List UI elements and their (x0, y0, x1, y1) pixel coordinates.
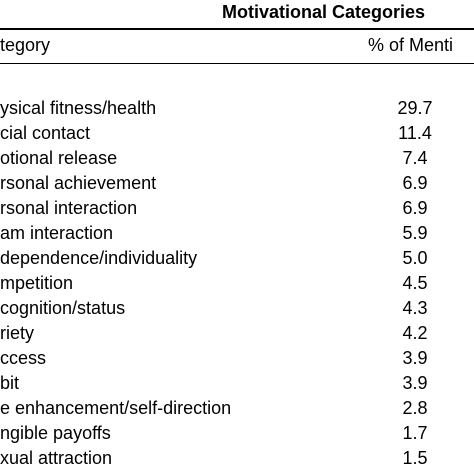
category-cell: mpetition (0, 273, 74, 293)
category-cell: rsonal interaction (0, 198, 138, 218)
percent-cell: 6.9 (402, 173, 428, 193)
percent-cell: 6.9 (402, 198, 428, 218)
percent-cell: 7.4 (402, 148, 428, 168)
column-header: tegory (0, 35, 51, 55)
category-cell: dependence/individuality (0, 248, 198, 268)
percent-cell: 5.0 (402, 248, 428, 268)
category-cell: ysical fitness/health (0, 98, 157, 118)
category-cell: ccess (0, 348, 47, 368)
percent-cell: 4.2 (402, 323, 428, 343)
category-cell: cognition/status (0, 298, 126, 318)
category-cell: riety (0, 323, 35, 343)
table-title: Motivational Categories (222, 2, 426, 22)
category-cell: cial contact (0, 123, 91, 143)
percent-cell: 1.7 (402, 423, 428, 443)
percent-cell: 3.9 (402, 373, 428, 393)
percent-cell: 3.9 (402, 348, 428, 368)
percent-cell: 5.9 (402, 223, 428, 243)
top-rule (0, 28, 474, 30)
category-cell: rsonal achievement (0, 173, 157, 193)
category-cell: ngible payoffs (0, 423, 111, 443)
percent-cell: 1.5 (402, 448, 428, 468)
category-cell: otional release (0, 148, 118, 168)
percent-cell: 4.3 (402, 298, 428, 318)
category-cell: am interaction (0, 223, 114, 243)
percent-cell: 29.7 (397, 98, 433, 118)
category-cell: bit (0, 373, 20, 393)
category-cell: e enhancement/self-direction (0, 398, 232, 418)
category-cell: xual attraction (0, 448, 113, 468)
percent-cell: 4.5 (402, 273, 428, 293)
percent-cell: 11.4 (398, 123, 432, 143)
percent-cell: 2.8 (402, 398, 428, 418)
header-rule (0, 63, 474, 64)
column-header: % of Menti (368, 35, 454, 55)
